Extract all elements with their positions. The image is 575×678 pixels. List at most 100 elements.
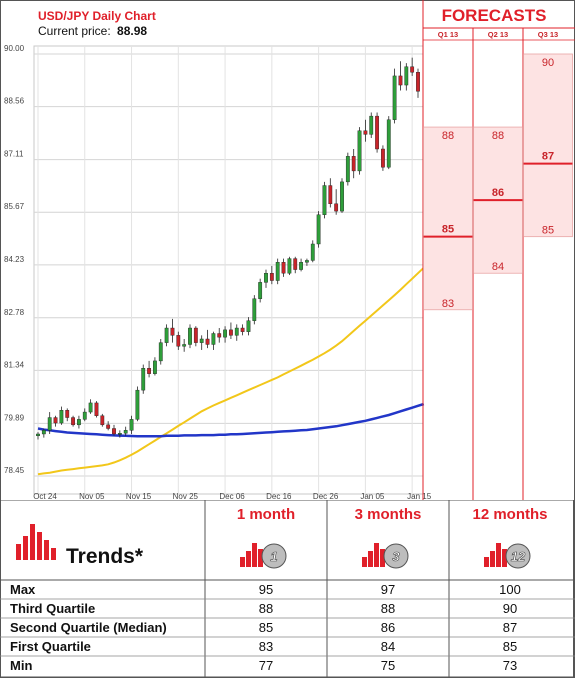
row-value: 88 bbox=[259, 601, 273, 616]
row-value: 86 bbox=[381, 620, 395, 635]
badge-bar bbox=[240, 557, 245, 567]
candle-body bbox=[117, 433, 122, 435]
x-tick-labels: Oct 24 Nov 05 Nov 15 Nov 25 Dec 06 Dec 16 Dec … bbox=[33, 492, 431, 500]
candle bbox=[275, 258, 280, 285]
candle bbox=[182, 338, 187, 352]
candle bbox=[47, 412, 52, 434]
candle-body bbox=[305, 260, 309, 263]
x-tick-label: Dec 06 bbox=[219, 492, 245, 500]
badge-bar bbox=[502, 549, 507, 567]
row-label: Second Quartile (Median) bbox=[10, 620, 167, 635]
y-tick-label: 87.11 bbox=[4, 150, 24, 159]
table-row: First Quartile 83 84 85 bbox=[10, 639, 517, 654]
candle-body bbox=[182, 344, 187, 347]
badge-bar bbox=[258, 549, 263, 567]
candle-body bbox=[322, 185, 327, 215]
x-tick-label: Dec 16 bbox=[266, 492, 292, 500]
candle bbox=[328, 178, 333, 208]
candle bbox=[71, 415, 75, 427]
candle-body bbox=[386, 119, 391, 168]
candle-body bbox=[205, 338, 210, 345]
badge-bar bbox=[490, 551, 495, 567]
badge-bar bbox=[246, 551, 251, 567]
candle-body bbox=[53, 417, 58, 424]
q2-median-label: 86 bbox=[492, 187, 504, 199]
forecast-col-q1: Q1 13 bbox=[438, 30, 458, 39]
candle bbox=[106, 421, 111, 431]
candle-body bbox=[123, 430, 128, 434]
candle-body bbox=[94, 402, 99, 416]
x-tick-label: Dec 26 bbox=[313, 492, 339, 500]
candle-body bbox=[41, 430, 46, 435]
candle bbox=[264, 269, 268, 288]
row-label: First Quartile bbox=[10, 639, 91, 654]
candle bbox=[153, 357, 157, 376]
moving-average-short-line bbox=[37, 266, 425, 476]
current-price-label: Current price: bbox=[38, 24, 111, 38]
y-tick-label: 82.78 bbox=[4, 308, 25, 317]
col-header-1-month: 1 month bbox=[237, 506, 295, 523]
column-badges: 1 3 12 bbox=[240, 543, 531, 569]
candle bbox=[88, 399, 93, 414]
x-tick-label: Jan 05 bbox=[360, 492, 385, 500]
candle-body bbox=[269, 273, 274, 281]
x-tick-label: Nov 15 bbox=[126, 492, 152, 500]
candle-body bbox=[82, 411, 87, 420]
period-badge-icon: 12 bbox=[484, 543, 531, 569]
row-value: 100 bbox=[499, 582, 521, 597]
y-tick-label: 90.00 bbox=[4, 44, 25, 53]
candle bbox=[217, 328, 222, 343]
candle-body bbox=[153, 360, 157, 374]
candle bbox=[369, 112, 374, 139]
candle-body bbox=[334, 203, 339, 212]
table-row: Min 77 75 73 bbox=[10, 658, 517, 673]
candle-body bbox=[299, 262, 303, 270]
candle-body bbox=[147, 368, 151, 374]
candle-body bbox=[281, 262, 286, 274]
candle bbox=[82, 408, 87, 422]
candle bbox=[147, 360, 151, 378]
row-value: 84 bbox=[381, 639, 395, 654]
candle bbox=[94, 401, 99, 418]
candle bbox=[36, 432, 40, 440]
col-header-3-months: 3 months bbox=[355, 506, 422, 523]
candle-body bbox=[293, 258, 298, 270]
candle bbox=[123, 426, 128, 436]
candle-body bbox=[100, 415, 105, 426]
candle-body bbox=[223, 329, 227, 338]
candle-body bbox=[287, 258, 292, 274]
badge-number: 12 bbox=[511, 549, 526, 564]
badge-bar bbox=[374, 543, 379, 567]
candle bbox=[141, 364, 146, 394]
candle-body bbox=[264, 273, 268, 283]
candle bbox=[404, 63, 409, 91]
q3-top-label: 90 bbox=[542, 57, 554, 69]
candle bbox=[211, 331, 216, 350]
candle bbox=[53, 415, 58, 427]
candle-body bbox=[176, 335, 181, 347]
plot-area bbox=[33, 45, 424, 495]
candle-body bbox=[77, 419, 81, 426]
badge-bar bbox=[380, 549, 385, 567]
y-tick-labels: 90.00 88.56 87.11 85.67 84.23 82.78 81.34 79.89… bbox=[4, 44, 25, 475]
candle-body bbox=[229, 329, 233, 336]
candle bbox=[59, 406, 64, 425]
badge-number: 3 bbox=[392, 549, 400, 564]
candle-body bbox=[392, 75, 397, 120]
candle-body bbox=[135, 389, 140, 420]
candle-body bbox=[211, 333, 216, 345]
forecast-bands bbox=[423, 53, 573, 311]
chart-title: USD/JPY Daily Chart bbox=[38, 9, 156, 23]
table-row: Max 95 97 100 bbox=[10, 582, 521, 597]
col-header-12-months: 12 months bbox=[472, 506, 547, 523]
candle bbox=[316, 211, 321, 248]
forecast-col-q2: Q2 13 bbox=[488, 30, 508, 39]
candle bbox=[100, 413, 105, 427]
candle bbox=[345, 152, 350, 186]
candle bbox=[363, 119, 368, 142]
current-price-value: 88.98 bbox=[117, 24, 147, 38]
candle bbox=[252, 295, 257, 325]
candle-body bbox=[158, 342, 163, 362]
candle bbox=[287, 256, 292, 276]
candle-body bbox=[188, 327, 192, 345]
